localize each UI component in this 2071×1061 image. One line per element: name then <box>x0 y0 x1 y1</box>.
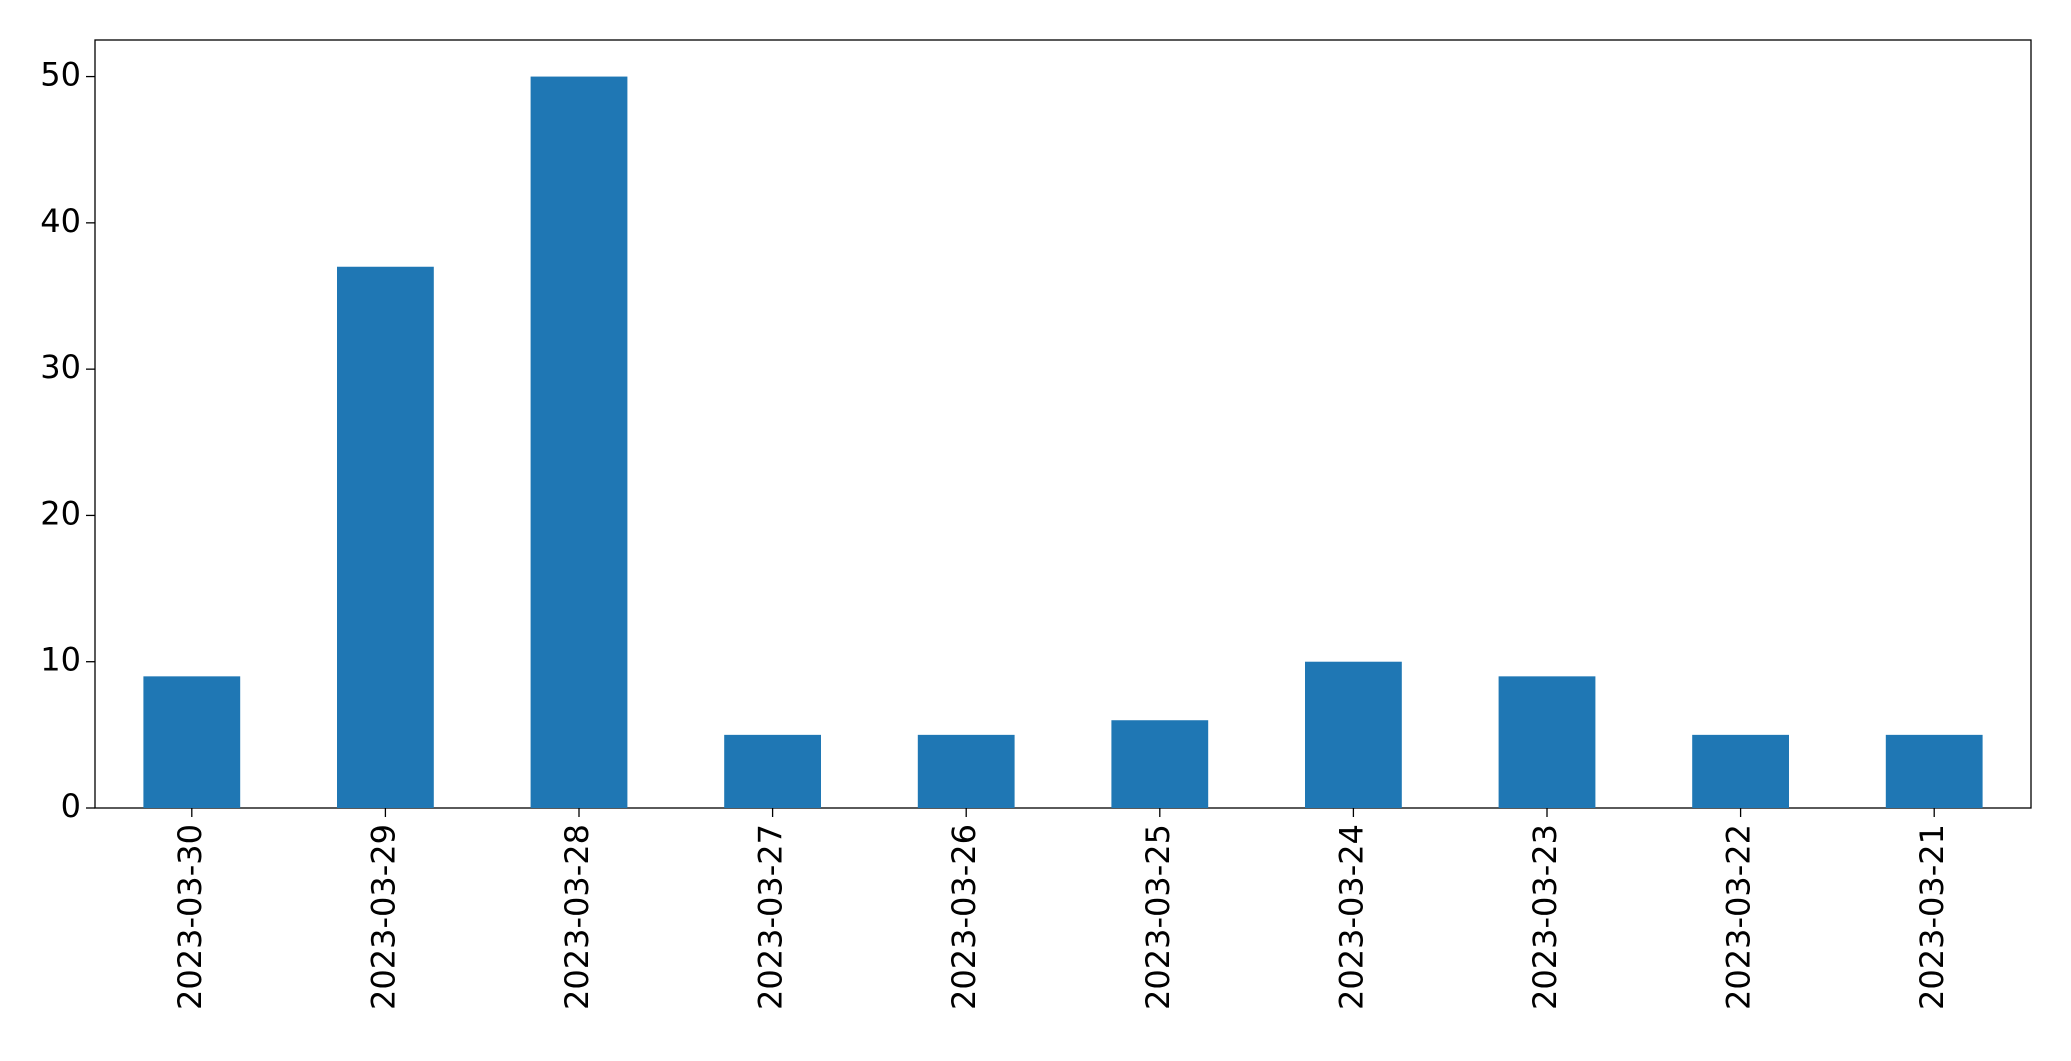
bar <box>1305 661 1402 808</box>
x-tick-label: 2023-03-21 <box>1913 824 1951 1010</box>
x-tick-label: 2023-03-24 <box>1332 824 1370 1010</box>
x-tick-label: 2023-03-22 <box>1720 824 1758 1010</box>
bar <box>1111 720 1209 808</box>
y-tick-label: 10 <box>40 641 81 679</box>
bar <box>1885 734 1983 808</box>
y-tick-label: 30 <box>40 348 81 386</box>
y-tick-label: 50 <box>40 56 81 94</box>
x-tick-label: 2023-03-30 <box>171 824 209 1010</box>
bar <box>1692 734 1789 808</box>
y-tick-label: 0 <box>61 787 81 825</box>
bar <box>1498 676 1596 808</box>
y-tick-label: 20 <box>40 494 81 532</box>
bar <box>917 734 1015 808</box>
x-tick-label: 2023-03-26 <box>945 824 983 1010</box>
bar <box>530 76 628 809</box>
x-tick-label: 2023-03-27 <box>752 824 790 1010</box>
x-tick-label: 2023-03-25 <box>1139 824 1177 1010</box>
y-tick-label: 40 <box>40 202 81 240</box>
x-tick-label: 2023-03-23 <box>1526 824 1564 1010</box>
bar <box>337 266 434 808</box>
bar <box>724 734 821 808</box>
plot-frame <box>94 39 2032 809</box>
bar <box>143 676 241 808</box>
x-tick-label: 2023-03-29 <box>364 824 402 1010</box>
x-tick-label: 2023-03-28 <box>558 824 596 1010</box>
